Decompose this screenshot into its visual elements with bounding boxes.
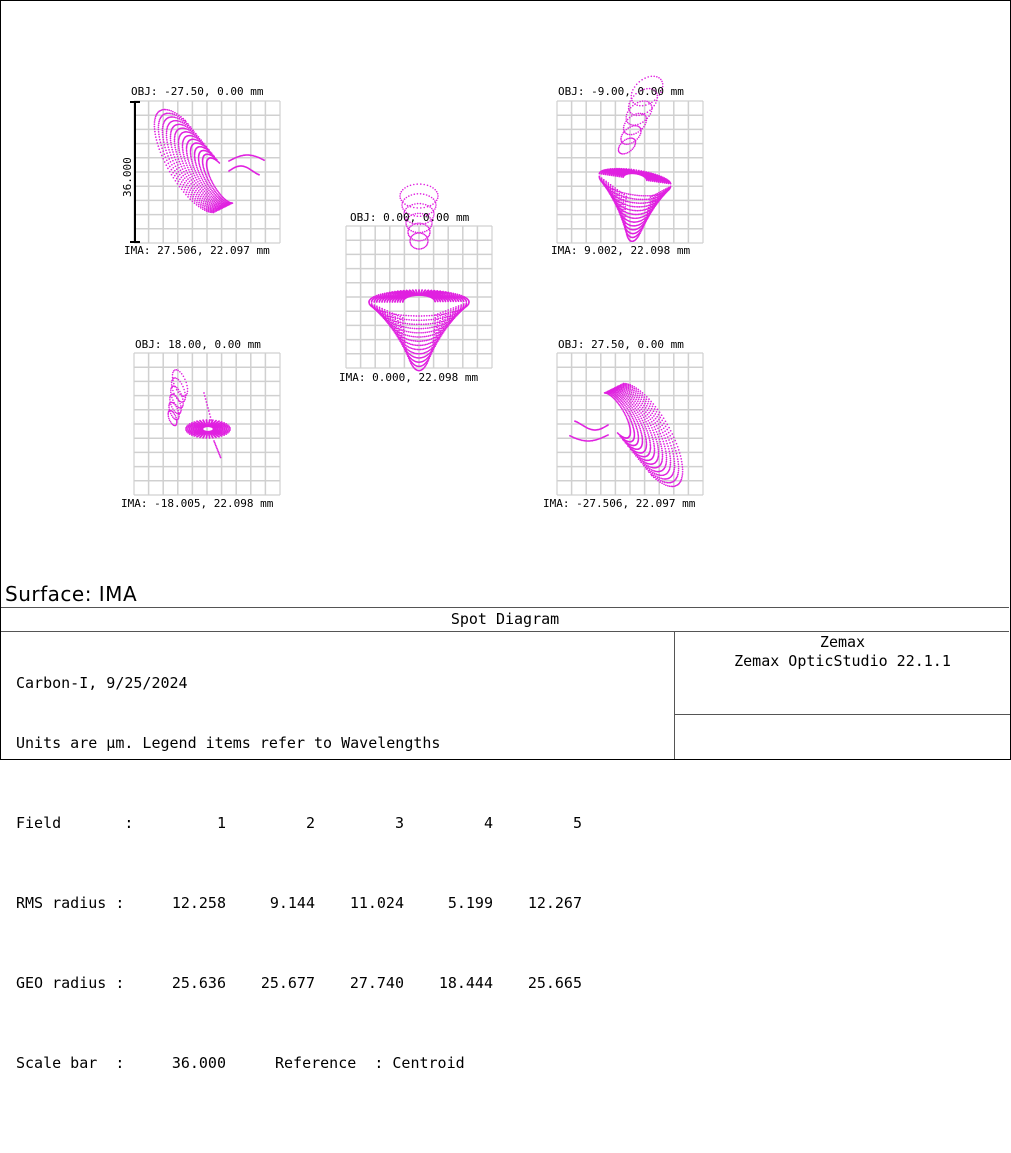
rms-row: RMS radius : 12.258 9.144 11.024 5.199 1… bbox=[16, 893, 666, 913]
spot-plot-field-4 bbox=[134, 353, 280, 495]
ima-label-field-4: IMA: -18.005, 22.098 mm bbox=[121, 497, 273, 510]
report-footer: Spot Diagram Carbon-I, 9/25/2024 Units a… bbox=[1, 607, 1009, 759]
spot-plot-field-1 bbox=[134, 101, 280, 243]
info-line-2: Units are µm. Legend items refer to Wave… bbox=[16, 733, 666, 753]
ima-label-field-1: IMA: 27.506, 22.097 mm bbox=[124, 244, 270, 257]
field-label: Field : bbox=[16, 813, 133, 833]
rms-value-2: 9.144 bbox=[255, 893, 315, 913]
field-value-1: 1 bbox=[166, 813, 226, 833]
geo-label: GEO radius : bbox=[16, 973, 124, 993]
info-line-1: Carbon-I, 9/25/2024 bbox=[16, 673, 666, 693]
spot-plot-field-3 bbox=[346, 226, 492, 368]
spot-plot-svg-field-5 bbox=[557, 353, 703, 495]
spot-plot-field-5 bbox=[557, 353, 703, 495]
ima-label-field-3: IMA: 0.000, 22.098 mm bbox=[339, 371, 478, 384]
obj-label-field-1: OBJ: -27.50, 0.00 mm bbox=[131, 85, 263, 98]
reference-text: Reference : Centroid bbox=[275, 1053, 465, 1073]
field-value-3: 3 bbox=[344, 813, 404, 833]
spot-plot-field-2 bbox=[557, 101, 703, 243]
spot-plot-svg-field-2 bbox=[557, 101, 703, 243]
vendor-name: Zemax bbox=[675, 633, 1010, 652]
geo-value-1: 25.636 bbox=[166, 973, 226, 993]
rms-value-4: 5.199 bbox=[433, 893, 493, 913]
ima-label-field-2: IMA: 9.002, 22.098 mm bbox=[551, 244, 690, 257]
software-info: Zemax Zemax OpticStudio 22.1.1 bbox=[674, 631, 1010, 759]
report-info: Carbon-I, 9/25/2024 Units are µm. Legend… bbox=[16, 633, 666, 1113]
surface-label: Surface: IMA bbox=[5, 582, 137, 606]
report-title: Spot Diagram bbox=[1, 607, 1009, 632]
obj-label-field-5: OBJ: 27.50, 0.00 mm bbox=[558, 338, 684, 351]
ima-label-field-5: IMA: -27.506, 22.097 mm bbox=[543, 497, 695, 510]
rms-label: RMS radius : bbox=[16, 893, 124, 913]
rms-value-3: 11.024 bbox=[344, 893, 404, 913]
field-row: Field : 1 2 3 4 5 bbox=[16, 813, 666, 833]
scale-bar-label: 36.000 bbox=[121, 157, 134, 197]
field-value-2: 2 bbox=[255, 813, 315, 833]
software-info-divider bbox=[675, 714, 1010, 715]
geo-value-3: 27.740 bbox=[344, 973, 404, 993]
geo-value-5: 25.665 bbox=[522, 973, 582, 993]
rms-value-1: 12.258 bbox=[166, 893, 226, 913]
scale-label: Scale bar : bbox=[16, 1053, 124, 1073]
geo-value-2: 25.677 bbox=[255, 973, 315, 993]
geo-row: GEO radius : 25.636 25.677 27.740 18.444… bbox=[16, 973, 666, 993]
field-value-4: 4 bbox=[433, 813, 493, 833]
scale-value: 36.000 bbox=[166, 1053, 226, 1073]
spot-plot-svg-field-3 bbox=[346, 226, 492, 368]
spot-points bbox=[154, 109, 265, 214]
spot-plot-svg-field-4 bbox=[134, 353, 280, 495]
grid bbox=[346, 226, 492, 368]
obj-label-field-3: OBJ: 0.00, 0.00 mm bbox=[350, 211, 469, 224]
software-version: Zemax OpticStudio 22.1.1 bbox=[675, 652, 1010, 671]
geo-value-4: 18.444 bbox=[433, 973, 493, 993]
spot-plot-svg-field-1 bbox=[134, 101, 280, 243]
obj-label-field-2: OBJ: -9.00, 0.00 mm bbox=[558, 85, 684, 98]
spot-diagram-area: OBJ: -27.50, 0.00 mm IMA: 27.506, 22.097… bbox=[0, 0, 1011, 580]
scale-row: Scale bar : 36.000 Reference : Centroid bbox=[16, 1053, 666, 1073]
obj-label-field-4: OBJ: 18.00, 0.00 mm bbox=[135, 338, 261, 351]
field-value-5: 5 bbox=[522, 813, 582, 833]
grid bbox=[134, 101, 280, 243]
rms-value-5: 12.267 bbox=[522, 893, 582, 913]
